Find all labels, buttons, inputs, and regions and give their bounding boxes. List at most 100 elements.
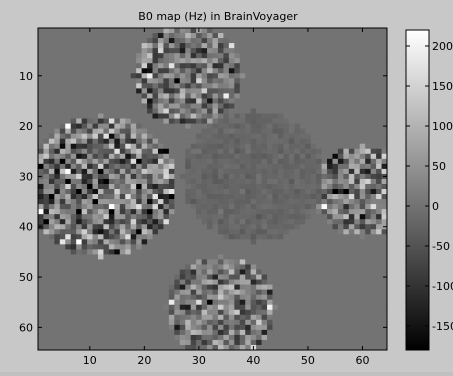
heatmap-cell: [185, 113, 192, 119]
heatmap-cell: [256, 138, 262, 145]
heatmap-cell: [321, 28, 328, 34]
heatmap-cell: [190, 334, 197, 341]
heatmap-cell: [125, 244, 132, 250]
heatmap-cell: [212, 103, 219, 109]
heatmap-cell: [114, 259, 121, 265]
heatmap-cell: [272, 78, 279, 84]
heatmap-cell: [354, 173, 361, 180]
heatmap-cell: [38, 199, 44, 205]
heatmap-cell: [337, 309, 344, 316]
heatmap-cell: [48, 244, 55, 250]
heatmap-cell: [207, 339, 213, 346]
heatmap-cell: [201, 73, 208, 79]
heatmap-cell: [256, 173, 262, 180]
heatmap-cell: [174, 78, 181, 84]
heatmap-cell: [207, 183, 213, 190]
heatmap-cell: [370, 98, 377, 104]
heatmap-cell: [97, 274, 104, 280]
heatmap-cell: [76, 158, 83, 165]
heatmap-cell: [332, 28, 339, 34]
heatmap-cell: [43, 93, 50, 99]
heatmap-cell: [38, 284, 44, 291]
heatmap-cell: [168, 178, 175, 185]
heatmap-cell: [196, 309, 202, 316]
heatmap-cell: [130, 53, 137, 59]
heatmap-cell: [136, 214, 143, 220]
heatmap-cell: [92, 229, 99, 235]
heatmap-cell: [343, 244, 350, 250]
heatmap-cell: [327, 289, 333, 296]
heatmap-cell: [337, 58, 344, 64]
heatmap-cell: [185, 88, 192, 94]
heatmap-cell: [316, 314, 322, 321]
heatmap-cell: [59, 98, 66, 104]
heatmap-cell: [376, 93, 382, 99]
heatmap-cell: [136, 324, 143, 331]
heatmap-cell: [245, 168, 252, 175]
heatmap-cell: [370, 199, 377, 205]
heatmap-cell: [130, 214, 137, 220]
heatmap-cell: [277, 324, 284, 331]
heatmap-cell: [152, 83, 159, 89]
heatmap-cell: [190, 309, 197, 316]
heatmap-cell: [228, 264, 235, 270]
heatmap-cell: [327, 83, 333, 89]
heatmap-cell: [316, 133, 322, 140]
heatmap-cell: [381, 244, 388, 250]
heatmap-cell: [59, 214, 66, 220]
heatmap-cell: [234, 234, 241, 240]
heatmap-cell: [185, 239, 192, 245]
heatmap-cell: [190, 63, 197, 69]
heatmap-cell: [305, 78, 312, 84]
heatmap-cell: [108, 334, 115, 341]
heatmap-cell: [196, 153, 202, 160]
heatmap-cell: [272, 344, 279, 351]
heatmap-cell: [48, 153, 55, 160]
heatmap-cell: [381, 53, 388, 59]
heatmap-cell: [70, 219, 77, 225]
heatmap-cell: [201, 219, 208, 225]
heatmap-cell: [305, 234, 312, 240]
heatmap-cell: [376, 224, 382, 230]
heatmap-cell: [294, 88, 301, 94]
heatmap-cell: [81, 209, 88, 215]
heatmap-cell: [321, 73, 328, 79]
heatmap-cell: [223, 329, 230, 336]
heatmap-cell: [359, 38, 366, 44]
heatmap-cell: [125, 153, 132, 160]
heatmap-cell: [157, 108, 164, 114]
heatmap-cell: [174, 73, 181, 79]
heatmap-cell: [321, 58, 328, 64]
heatmap-cell: [234, 83, 241, 89]
heatmap-cell: [190, 58, 197, 64]
heatmap-cell: [305, 224, 312, 230]
heatmap-cell: [114, 128, 121, 135]
heatmap-cell: [234, 73, 241, 79]
heatmap-cell: [125, 199, 132, 205]
heatmap-cell: [201, 294, 208, 301]
heatmap-cell: [212, 183, 219, 190]
heatmap-cell: [65, 173, 72, 180]
heatmap-cell: [76, 108, 83, 114]
heatmap-cell: [174, 158, 181, 165]
heatmap-cell: [272, 294, 279, 301]
heatmap-cell: [261, 249, 268, 255]
heatmap-cell: [103, 143, 110, 150]
heatmap-cell: [234, 108, 241, 114]
heatmap-cell: [119, 128, 126, 135]
heatmap-cell: [316, 214, 322, 220]
heatmap-cell: [354, 229, 361, 235]
heatmap-cell: [163, 28, 170, 34]
heatmap-cell: [245, 319, 252, 326]
heatmap-cell: [48, 284, 55, 291]
heatmap-cell: [92, 279, 99, 285]
heatmap-cell: [87, 229, 93, 235]
heatmap-cell: [332, 279, 339, 285]
heatmap-cell: [130, 329, 137, 336]
heatmap-cell: [337, 339, 344, 346]
heatmap-cell: [76, 324, 83, 331]
heatmap-cell: [157, 259, 164, 265]
heatmap-cell: [125, 63, 132, 69]
heatmap-cell: [267, 334, 273, 341]
heatmap-cell: [201, 158, 208, 165]
